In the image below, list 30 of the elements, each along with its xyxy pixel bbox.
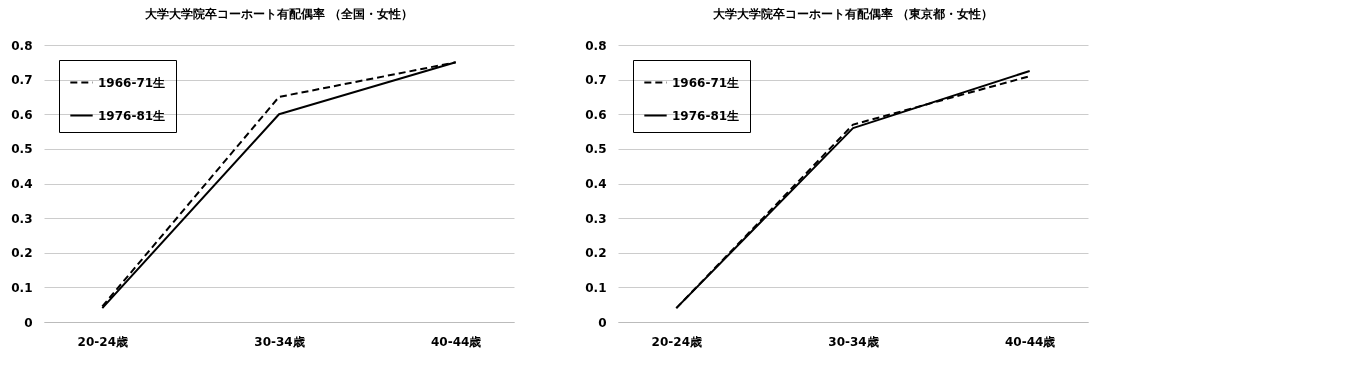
chart-title: 大学大学院卒コーホート有配偶率 （東京都・女性）: [712, 7, 994, 21]
x-tick-label: 20-24歳: [77, 334, 128, 349]
x-tick-label: 30-34歳: [254, 334, 305, 349]
legend-label: 1966-71生: [672, 75, 740, 90]
x-tick-label: 40-44歳: [1005, 334, 1056, 349]
y-tick-label: 0.4: [585, 177, 607, 191]
y-tick-label: 0.6: [11, 107, 33, 122]
y-tick-label: 0: [24, 315, 33, 330]
y-tick-label: 0.5: [585, 142, 607, 157]
y-tick-label: 0.7: [11, 73, 33, 88]
legend-label: 1966-71生: [98, 75, 166, 90]
x-tick-label: 40-44歳: [431, 334, 482, 349]
y-tick-label: 0.6: [585, 107, 607, 122]
legend-label: 1976-81生: [672, 108, 740, 123]
y-tick-label: 0.2: [585, 246, 607, 261]
x-tick-label: 20-24歳: [651, 334, 702, 349]
y-tick-label: 0.1: [585, 280, 607, 295]
y-tick-label: 0.8: [11, 38, 33, 53]
y-tick-label: 0.3: [11, 211, 33, 226]
y-tick-label: 0.3: [585, 211, 607, 226]
y-tick-label: 0.1: [11, 280, 33, 295]
x-tick-label: 30-34歳: [828, 334, 879, 349]
y-tick-label: 0.4: [11, 177, 33, 191]
legend-label: 1976-81生: [98, 108, 166, 123]
y-tick-label: 0.8: [585, 38, 607, 53]
y-tick-label: 0.2: [11, 246, 33, 261]
y-tick-label: 0.7: [585, 73, 607, 88]
y-tick-label: 0: [598, 315, 607, 330]
y-tick-label: 0.5: [11, 142, 33, 157]
chart-title: 大学大学院卒コーホート有配偶率 （全国・女性）: [144, 7, 414, 21]
